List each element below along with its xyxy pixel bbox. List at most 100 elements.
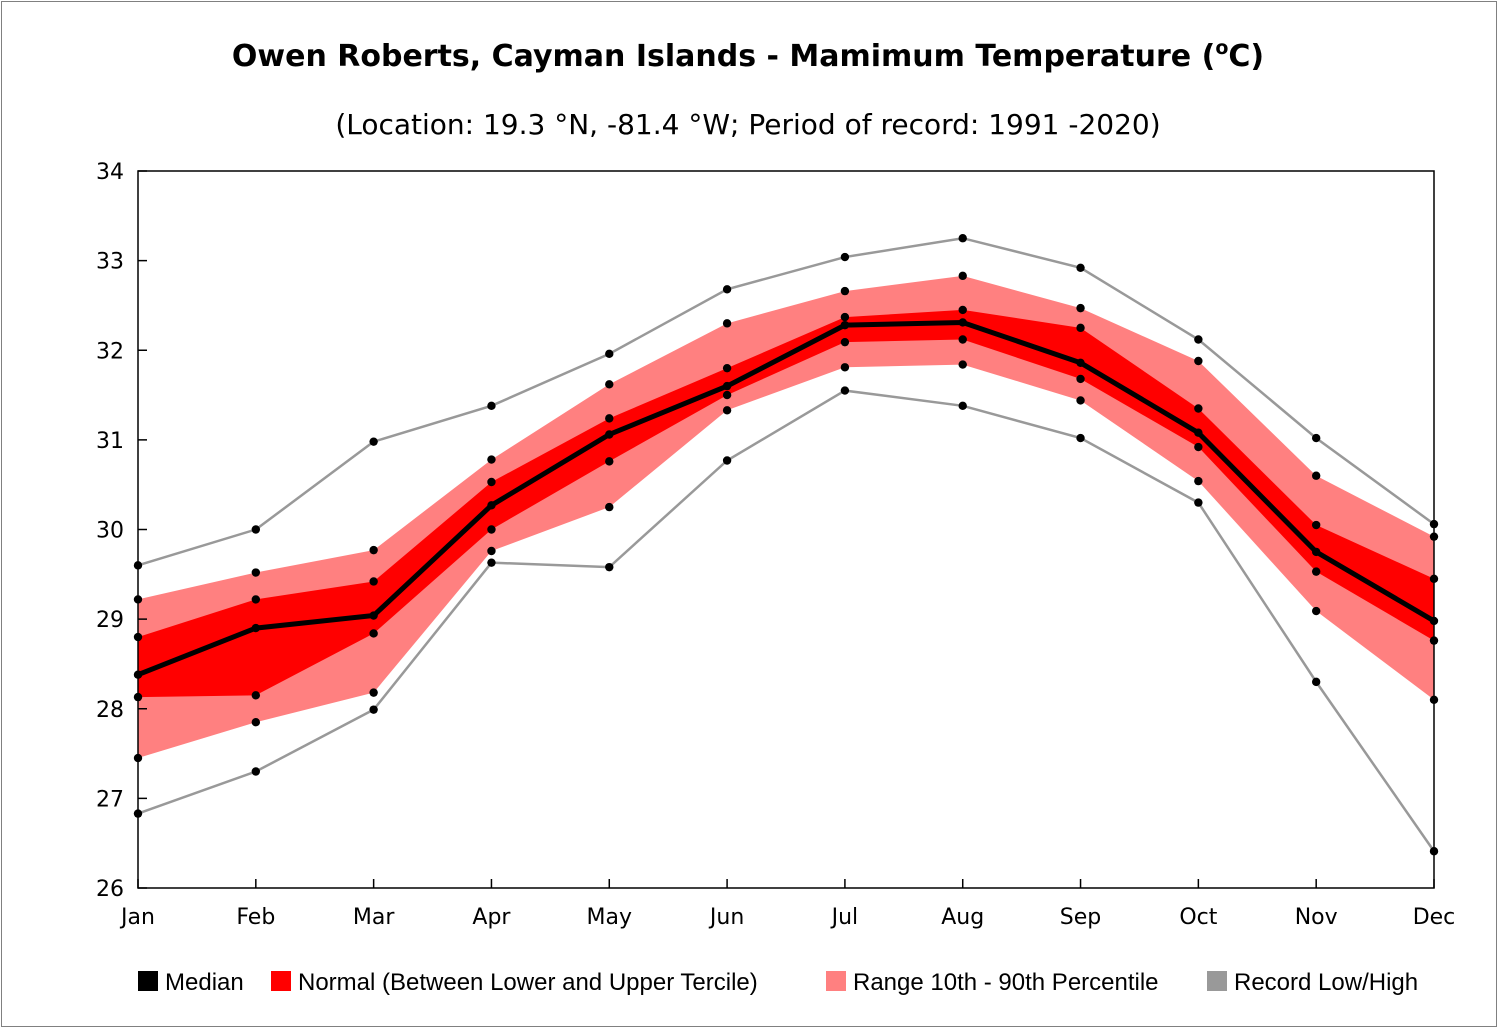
normal-lower-point xyxy=(840,337,850,347)
legend-swatch-record xyxy=(1207,971,1227,991)
percentile-upper-point xyxy=(251,568,261,577)
percentile-lower-point xyxy=(605,502,614,512)
record-low-point xyxy=(369,705,378,714)
plot-border xyxy=(137,170,1435,889)
median-point xyxy=(722,381,732,391)
percentile-lower-point xyxy=(1311,606,1321,616)
median-point xyxy=(369,611,378,620)
normal-upper-point xyxy=(487,477,496,487)
normal-lower-point xyxy=(605,457,614,466)
record-high-point xyxy=(251,525,261,534)
normal-upper-point xyxy=(1076,323,1085,333)
percentile-upper-point xyxy=(1076,303,1085,313)
record-low-point xyxy=(1076,433,1085,443)
record-high-point xyxy=(1194,335,1203,344)
x-tick-label: May xyxy=(587,905,632,930)
y-tick-label: 26 xyxy=(96,877,124,902)
percentile-band xyxy=(138,275,1434,759)
normal-upper-point xyxy=(840,312,850,322)
normal-lower-point xyxy=(369,629,378,638)
normal-upper-point xyxy=(958,305,967,315)
record-high-point xyxy=(487,401,496,411)
plot-areas xyxy=(138,275,1434,759)
normal-upper-point xyxy=(369,577,378,586)
chart-title-superscript: o xyxy=(1215,37,1228,59)
x-tick-label: Apr xyxy=(472,905,511,930)
y-tick-label: 31 xyxy=(96,429,124,454)
legend-label-median: Median xyxy=(165,969,244,996)
x-tick-label: Feb xyxy=(236,905,275,930)
record-high-line xyxy=(137,236,1435,567)
record-high-point xyxy=(958,234,967,243)
y-tick-label: 30 xyxy=(96,519,124,544)
y-tick-label: 32 xyxy=(96,339,124,364)
normal-lower-point xyxy=(1194,442,1203,452)
normal-upper-point xyxy=(605,414,614,423)
chart-title: Owen Roberts, Cayman Islands - Mamimum T… xyxy=(232,37,1264,74)
plot-points xyxy=(133,234,1439,856)
normal-lower-point xyxy=(1076,374,1085,384)
percentile-lower-point xyxy=(1194,476,1203,486)
x-tick-label: Dec xyxy=(1413,905,1456,930)
median-point xyxy=(1311,547,1321,557)
median-point xyxy=(958,318,967,327)
percentile-lower-point xyxy=(251,717,261,727)
y-tick-label: 29 xyxy=(96,608,124,633)
record-low-point xyxy=(840,386,850,395)
record-high-point xyxy=(1311,433,1321,443)
percentile-upper-point xyxy=(1311,471,1321,480)
legend-label-normal: Normal (Between Lower and Upper Tercile) xyxy=(298,969,758,996)
chart-title-main: Owen Roberts, Cayman Islands - Mamimum T… xyxy=(232,39,1215,74)
normal-lower-point xyxy=(251,691,261,700)
normal-upper-point xyxy=(1194,404,1203,413)
normal-lower-point xyxy=(958,335,967,344)
legend-label-record: Record Low/High xyxy=(1234,969,1418,996)
percentile-lower-point xyxy=(369,688,378,697)
percentile-upper-point xyxy=(958,271,967,281)
median-point xyxy=(487,501,496,510)
percentile-lower-point xyxy=(958,360,967,369)
record-low-point xyxy=(958,401,967,411)
record-low-point xyxy=(487,558,496,567)
legend-swatch-percentile xyxy=(826,971,846,991)
percentile-lower-point xyxy=(722,406,732,415)
record-low-point xyxy=(722,456,732,465)
x-tick-label: Jun xyxy=(708,905,744,930)
record-high-point xyxy=(605,349,614,359)
median-point xyxy=(605,430,614,439)
legend-label-percentile: Range 10th - 90th Percentile xyxy=(853,969,1159,996)
percentile-upper-point xyxy=(1194,356,1203,366)
normal-upper-point xyxy=(251,595,261,604)
x-tick-label: Nov xyxy=(1295,905,1338,930)
record-low-point xyxy=(1194,498,1203,507)
x-tick-label: Oct xyxy=(1179,905,1217,930)
normal-upper-point xyxy=(722,363,732,373)
normal-lower-point xyxy=(722,390,732,400)
chart-title-end: C) xyxy=(1228,39,1264,74)
normal-lower-point xyxy=(1311,567,1321,576)
median-line xyxy=(137,319,1436,678)
x-tick-label: Sep xyxy=(1060,905,1101,930)
y-tick-label: 28 xyxy=(96,698,124,723)
record-high-point xyxy=(1076,263,1085,272)
percentile-upper-point xyxy=(605,380,614,389)
percentile-lower-point xyxy=(487,546,496,556)
median-point xyxy=(840,320,850,330)
record-low-point xyxy=(1311,677,1321,687)
record-high-point xyxy=(369,437,378,446)
legend: Median Normal (Between Lower and Upper Te… xyxy=(138,969,1418,996)
x-tick-label: Jul xyxy=(830,905,859,930)
normal-lower-point xyxy=(487,525,496,534)
x-tick-label: Mar xyxy=(353,905,395,930)
median-point xyxy=(1194,428,1203,437)
record-low-point xyxy=(605,562,614,572)
axis-ticks: 26 27 28 29 30 31 32 33 34 Jan Feb Mar Apr May Jun Jul A… xyxy=(96,160,1455,930)
record-high-point xyxy=(722,285,732,294)
normal-upper-point xyxy=(1311,520,1321,530)
y-tick-label: 33 xyxy=(96,250,124,275)
percentile-upper-point xyxy=(369,545,378,555)
x-tick-label: Aug xyxy=(941,905,984,930)
percentile-lower-point xyxy=(1076,396,1085,405)
plot-lines xyxy=(137,236,1436,852)
